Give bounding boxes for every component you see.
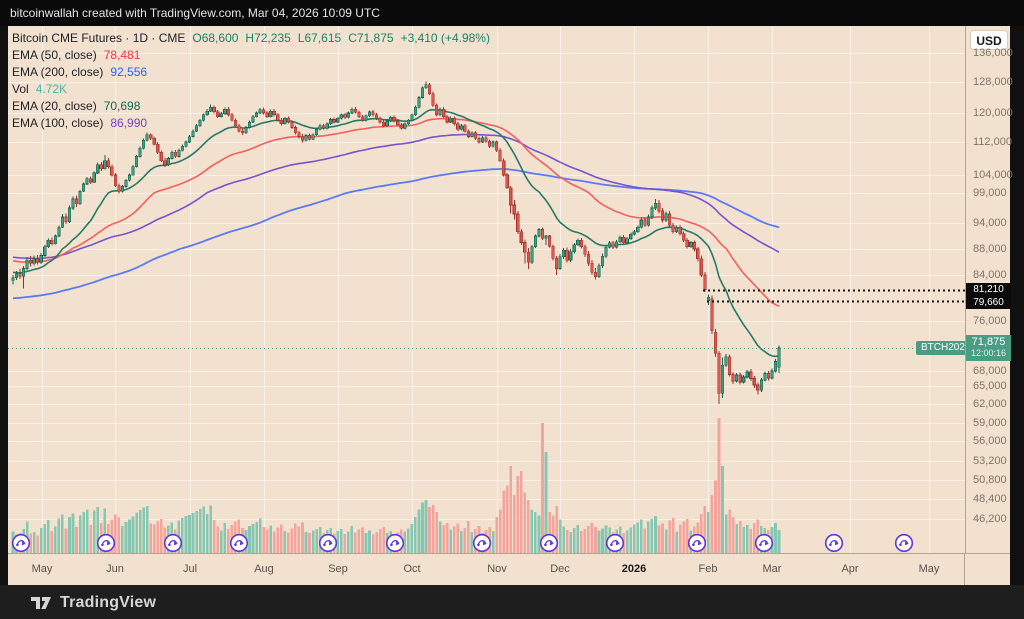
legend-part: EMA (100, close) [12, 116, 104, 130]
contract-rollover-icon[interactable] [318, 533, 338, 553]
time-axis-label[interactable]: Dec [550, 563, 570, 575]
gap-price-tag: 79,660 [966, 295, 1011, 309]
legend-row-0: Bitcoin CME Futures · 1D · CME O68,600 H72… [12, 30, 497, 47]
time-axis-label[interactable]: Aug [254, 563, 274, 575]
price-tick-label: 128,000 [973, 76, 1013, 88]
legend-part: L67,615 [297, 31, 342, 45]
contract-rollover-icon[interactable] [824, 533, 844, 553]
contract-rollover-icon[interactable] [385, 533, 405, 553]
contract-rollover-icon[interactable] [539, 533, 559, 553]
last-price-tag: 71,875 12:00:16 [966, 335, 1011, 361]
time-axis-label[interactable]: May [918, 563, 940, 575]
price-tick-label: 88,000 [973, 243, 1007, 255]
time-axis-label[interactable]: Feb [698, 563, 718, 575]
contract-rollover-icon[interactable] [605, 533, 625, 553]
legend-part: EMA (200, close) [12, 65, 104, 79]
chart-legend: Bitcoin CME Futures · 1D · CME O68,600 H72… [12, 30, 497, 132]
axis-corner-divider [964, 554, 965, 586]
legend-part: O68,600 [192, 31, 239, 45]
time-axis-label[interactable]: Jul [182, 563, 198, 575]
contract-rollover-icon[interactable] [687, 533, 707, 553]
legend-part: 4.72K [35, 82, 68, 96]
gap-price-tag: 81,210 [966, 282, 1011, 296]
contract-rollover-icon[interactable] [472, 533, 492, 553]
contract-rollover-icon[interactable] [229, 533, 249, 553]
price-axis[interactable]: USD 136,000 128,000 120,000 112,000 104,000 9… [965, 26, 1013, 553]
bottom-brand-bar: TradingView [0, 585, 1024, 619]
legend-part: Bitcoin CME Futures · 1D · CME [12, 31, 186, 45]
time-axis-label[interactable]: Nov [487, 563, 507, 575]
price-tick-label: 76,000 [973, 315, 1007, 327]
title-bar-text: bitcoinwallah created with TradingView.c… [10, 6, 380, 20]
price-tick-label: 84,000 [973, 269, 1007, 281]
time-axis-label[interactable]: Mar [762, 563, 782, 575]
time-axis-label[interactable]: Sep [328, 563, 348, 575]
price-tick-label: 94,000 [973, 217, 1007, 229]
price-tick-label: 120,000 [973, 107, 1013, 119]
contract-rollover-icon[interactable] [96, 533, 116, 553]
currency-button[interactable]: USD [970, 30, 1008, 50]
time-axis[interactable]: May Jun Jul Aug Sep Oct Nov Dec 2026 Feb Mar Apr May [8, 553, 1010, 586]
volume-bars [11, 418, 781, 553]
legend-part: EMA (20, close) [12, 99, 97, 113]
legend-row-2: EMA (200, close) 92,556 [12, 64, 497, 81]
price-tick-label: 53,200 [973, 455, 1007, 467]
legend-part: 86,990 [110, 116, 148, 130]
legend-row-1: EMA (50, close) 78,481 [12, 47, 497, 64]
price-tick-label: 68,000 [973, 365, 1007, 377]
price-tick-label: 136,000 [973, 47, 1013, 59]
legend-part: 78,481 [103, 48, 141, 62]
ema-20-line [12, 108, 780, 358]
legend-part: 92,556 [110, 65, 148, 79]
legend-part: +3,410 (+4.98%) [400, 31, 490, 45]
time-axis-label[interactable]: May [31, 563, 53, 575]
price-tick-label: 62,000 [973, 398, 1007, 410]
price-tick-label: 50,800 [973, 474, 1007, 486]
contract-rollover-icon[interactable] [11, 533, 31, 553]
legend-row-4: EMA (20, close) 70,698 [12, 98, 497, 115]
series-price-label: BTCH2026 [916, 341, 965, 355]
contract-rollover-icon[interactable] [163, 533, 183, 553]
title-bar: bitcoinwallah created with TradingView.c… [0, 0, 1024, 26]
price-tick-label: 46,200 [973, 513, 1007, 525]
price-tick-label: 48,400 [973, 493, 1007, 505]
chart-pane[interactable]: Bitcoin CME Futures · 1D · CME O68,600 H72… [8, 26, 965, 553]
time-axis-label[interactable]: Apr [841, 563, 859, 575]
time-axis-label[interactable]: Oct [403, 563, 421, 575]
tradingview-logo-text: TradingView [60, 594, 157, 611]
last-price-value: 71,875 [971, 336, 1006, 348]
legend-part: Vol [12, 82, 29, 96]
ema-50-line [12, 117, 780, 307]
contract-rollover-icon[interactable] [894, 533, 914, 553]
price-tick-label: 104,000 [973, 169, 1013, 181]
tradingview-logo[interactable]: TradingView [30, 594, 156, 612]
price-tick-label: 112,000 [973, 136, 1012, 148]
session-countdown: 12:00:16 [970, 348, 1007, 358]
price-tick-label: 56,000 [973, 435, 1007, 447]
contract-rollover-icon[interactable] [754, 533, 774, 553]
legend-part: C71,875 [348, 31, 394, 45]
price-tick-label: 99,000 [973, 187, 1007, 199]
candles [11, 81, 781, 404]
price-tick-label: 65,000 [973, 380, 1007, 392]
candlestick-chart[interactable] [8, 26, 965, 553]
legend-row-5: EMA (100, close) 86,990 [12, 115, 497, 132]
legend-part: EMA (50, close) [12, 48, 97, 62]
legend-part: 70,698 [103, 99, 141, 113]
legend-part: H72,235 [245, 31, 291, 45]
tradingview-logo-icon [31, 597, 51, 609]
legend-row-3: Vol 4.72K [12, 81, 497, 98]
time-axis-label[interactable]: Jun [106, 563, 124, 575]
time-axis-label[interactable]: 2026 [621, 563, 647, 575]
ema-100-line [12, 133, 780, 260]
price-tick-label: 59,000 [973, 417, 1007, 429]
